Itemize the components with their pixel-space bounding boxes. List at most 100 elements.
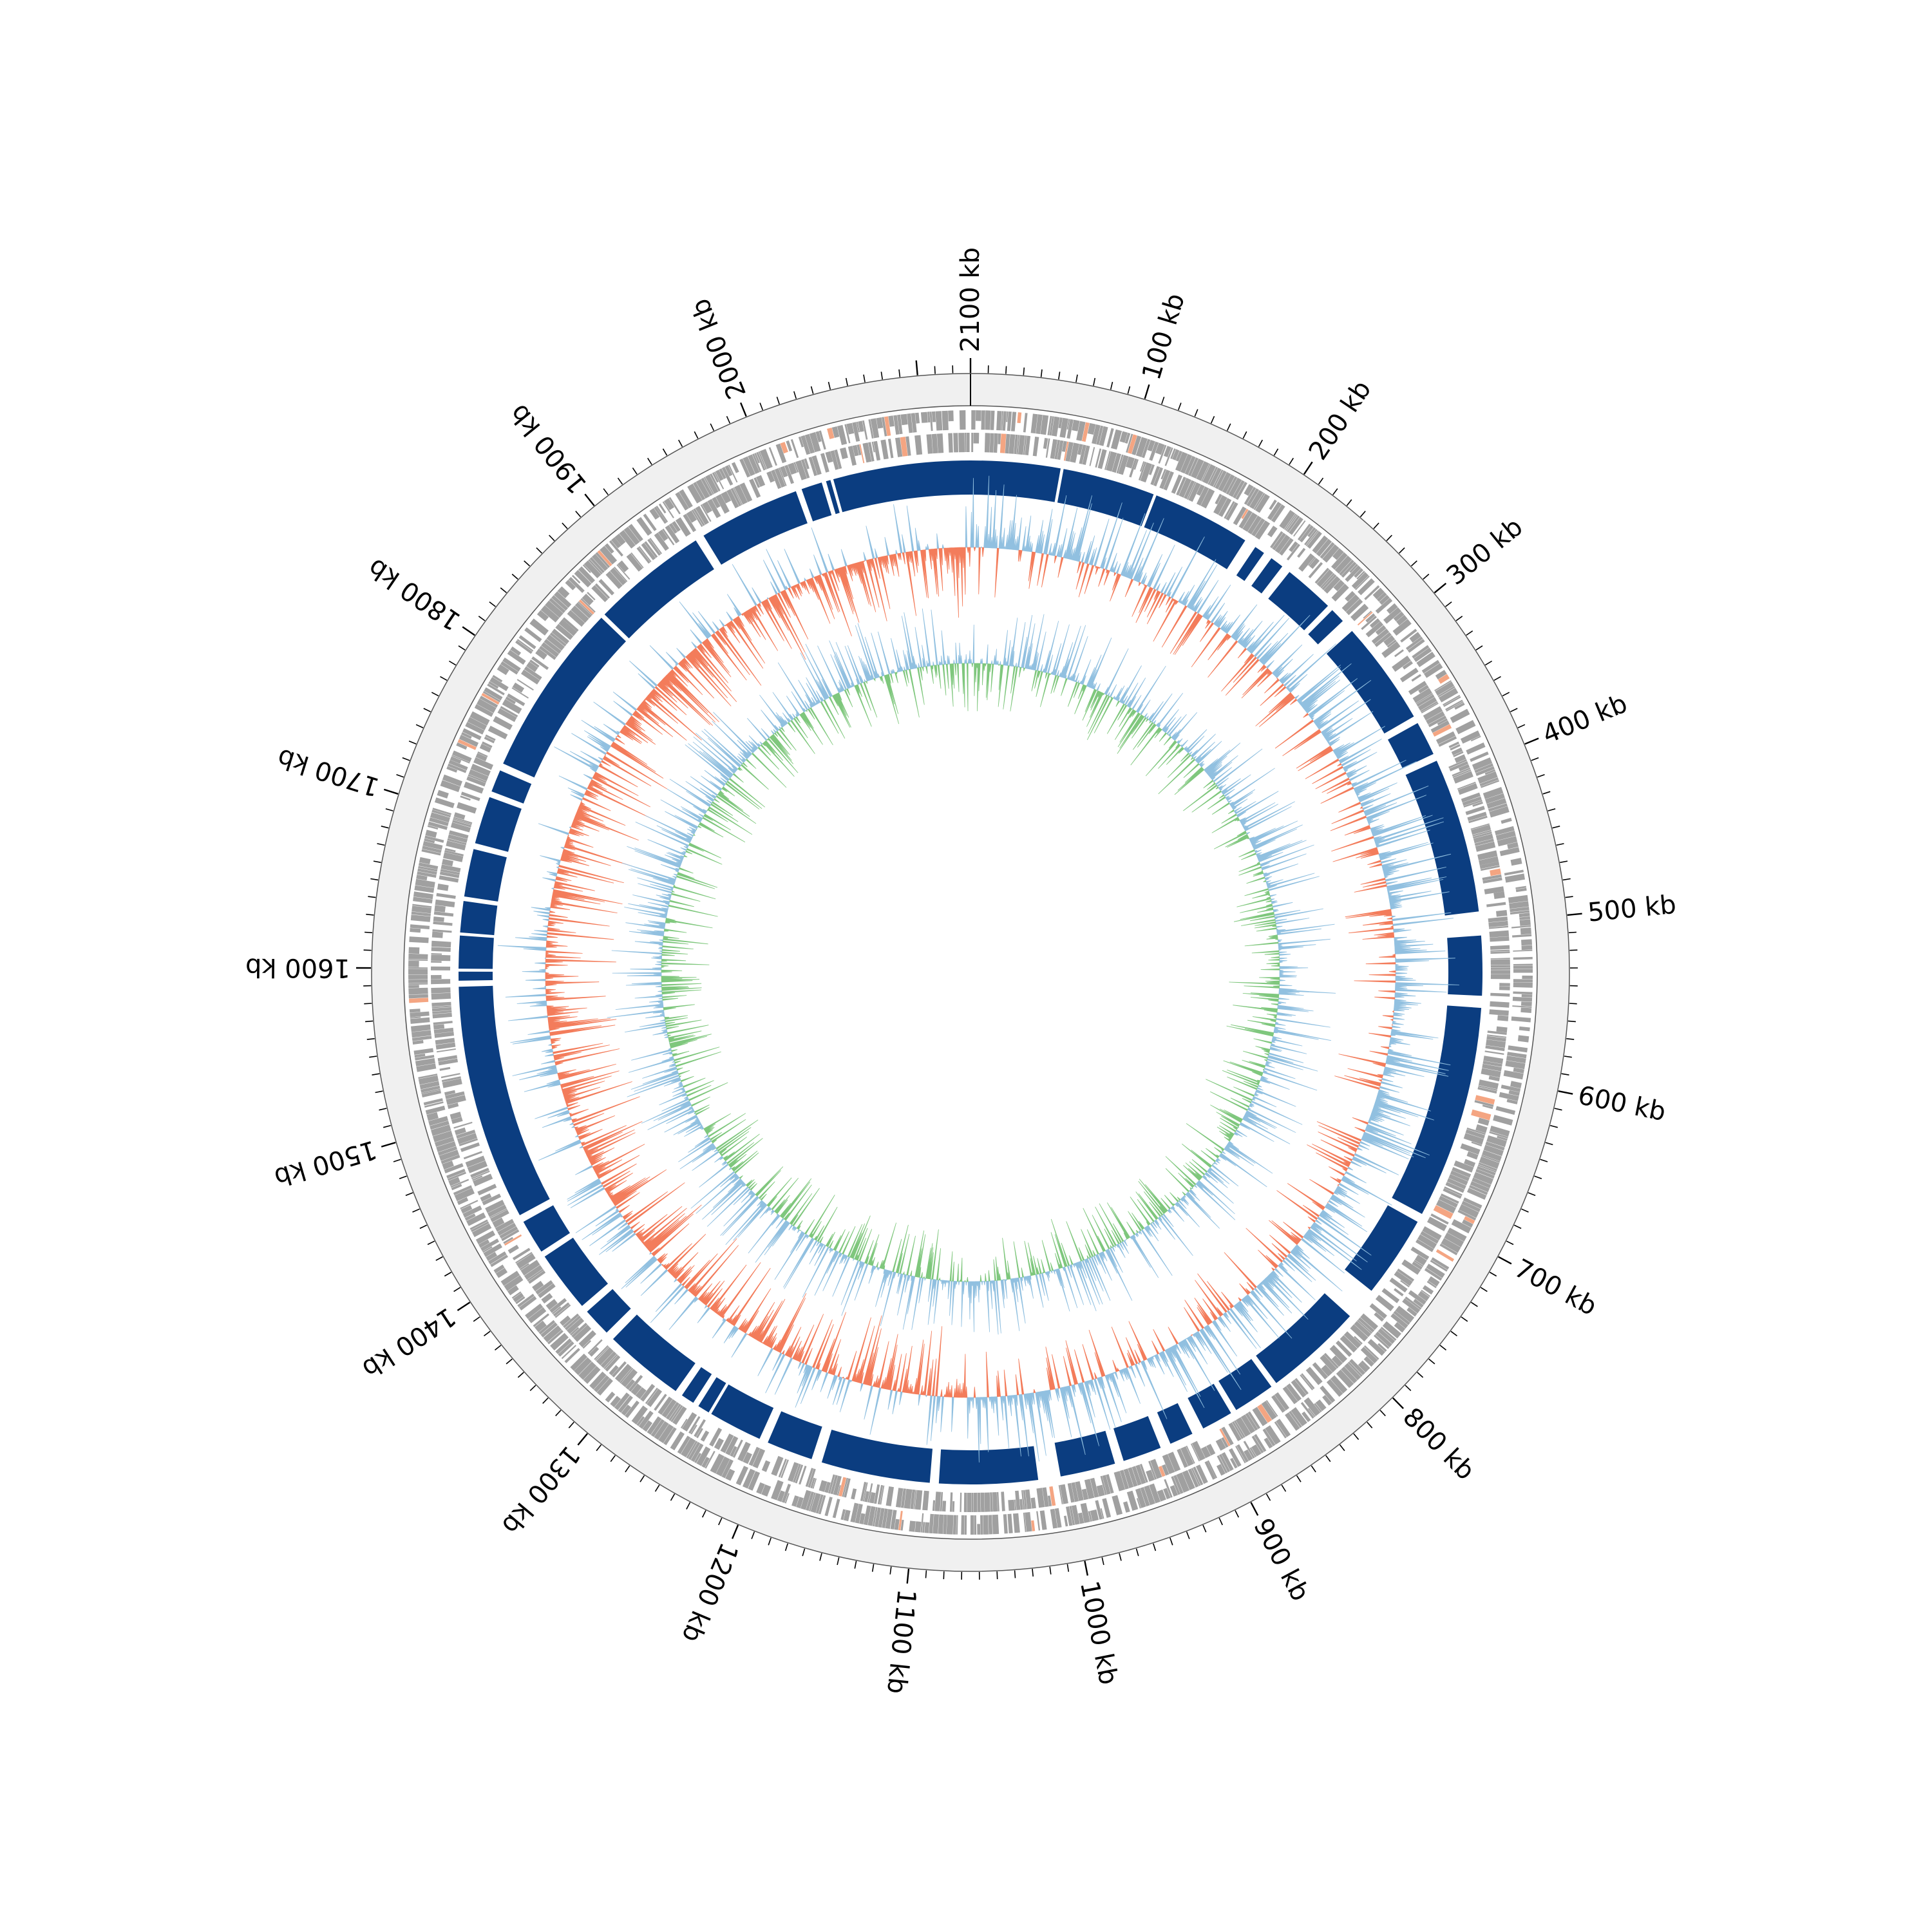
gene-feature xyxy=(663,498,675,511)
gene-feature xyxy=(507,1244,519,1254)
homology-block xyxy=(587,1289,631,1333)
gene-feature xyxy=(485,1200,505,1213)
gene-feature xyxy=(1446,1178,1466,1189)
gene-feature xyxy=(649,507,660,520)
gene-feature xyxy=(959,410,966,430)
gene-feature xyxy=(618,1395,633,1413)
gene-feature xyxy=(774,468,786,488)
gene-feature xyxy=(784,464,794,484)
gene-feature xyxy=(447,838,467,846)
gene-feature xyxy=(1123,1468,1134,1488)
gene-feature xyxy=(1049,416,1054,436)
minor-tick xyxy=(996,1571,998,1580)
gene-feature xyxy=(460,1200,478,1209)
tick-label: 300 kb xyxy=(1441,512,1529,591)
gene-feature xyxy=(1163,471,1174,491)
minor-tick xyxy=(405,1192,413,1197)
gene-feature xyxy=(1218,498,1232,517)
gene-feature xyxy=(513,1293,524,1303)
gene-feature xyxy=(690,1443,704,1463)
gene-feature xyxy=(1235,1417,1251,1437)
gene-feature xyxy=(554,1304,571,1318)
gene-feature xyxy=(1001,1492,1005,1511)
minor-tick xyxy=(632,467,638,475)
gene-feature xyxy=(1435,670,1447,680)
gene-feature xyxy=(424,835,444,843)
gene-feature xyxy=(985,410,991,430)
gene-feature xyxy=(1472,1177,1492,1189)
minor-tick xyxy=(458,645,466,650)
gene-feature xyxy=(1454,702,1465,710)
gene-feature xyxy=(1354,1321,1372,1338)
minor-tick xyxy=(610,1455,616,1463)
gene-feature xyxy=(596,1378,613,1396)
gene-feature xyxy=(1184,480,1195,499)
gene-feature xyxy=(696,1446,711,1466)
gene-feature xyxy=(749,478,761,498)
gene-feature xyxy=(1100,1508,1104,1519)
gene-feature xyxy=(949,1492,953,1512)
gene-feature xyxy=(808,1468,816,1488)
gene-feature xyxy=(1478,1162,1497,1171)
minor-tick xyxy=(1405,1385,1412,1391)
minor-tick xyxy=(1049,1566,1052,1575)
minor-tick xyxy=(444,1271,452,1277)
gene-feature xyxy=(1095,1500,1103,1520)
gene-feature xyxy=(960,1492,962,1512)
minor-tick xyxy=(1386,535,1392,542)
gene-feature xyxy=(1126,1490,1139,1511)
gene-feature xyxy=(481,692,500,705)
minor-tick xyxy=(828,381,831,390)
gene-feature xyxy=(1358,1362,1368,1373)
gene-feature xyxy=(1354,568,1363,578)
minor-tick xyxy=(473,1316,480,1322)
gene-feature xyxy=(431,947,451,952)
gene-feature xyxy=(1312,1362,1329,1379)
gene-feature xyxy=(1132,1466,1142,1486)
gene-feature xyxy=(1504,873,1525,883)
minor-tick xyxy=(837,1557,840,1566)
minor-tick xyxy=(603,488,609,495)
gene-feature xyxy=(1482,1061,1502,1067)
gene-feature xyxy=(456,1130,476,1139)
gene-feature xyxy=(1128,1467,1138,1487)
gene-feature xyxy=(1471,824,1492,835)
major-tick xyxy=(1084,1560,1088,1576)
gene-feature xyxy=(1215,493,1222,505)
gene-feature xyxy=(1246,488,1260,507)
gene-feature xyxy=(1462,796,1482,806)
minor-tick xyxy=(1273,448,1279,456)
gene-feature xyxy=(1090,1509,1099,1522)
gene-feature xyxy=(1170,448,1176,459)
gene-feature xyxy=(593,1375,610,1392)
gene-feature xyxy=(907,413,913,433)
gene-feature xyxy=(441,1076,461,1083)
gene-feature xyxy=(1471,1109,1492,1121)
gene-feature xyxy=(605,1391,616,1403)
gene-feature xyxy=(862,420,868,440)
gene-feature xyxy=(1369,618,1381,629)
gene-feature xyxy=(1416,1239,1434,1253)
gene-feature xyxy=(1411,674,1422,682)
gene-feature xyxy=(780,466,788,478)
gene-feature xyxy=(1454,754,1466,763)
gene-feature xyxy=(616,564,630,580)
gene-feature xyxy=(620,1367,634,1384)
minor-tick xyxy=(529,1385,536,1391)
gene-feature xyxy=(1490,936,1510,942)
gene-feature xyxy=(605,571,623,589)
gene-feature xyxy=(411,1024,431,1032)
gene-feature xyxy=(618,560,629,573)
gene-feature xyxy=(1479,777,1499,787)
gene-feature xyxy=(555,623,574,640)
gene-feature xyxy=(1334,555,1352,574)
gene-feature xyxy=(790,439,799,459)
gene-feature xyxy=(1413,1298,1424,1308)
minor-tick xyxy=(1480,1287,1488,1293)
gene-feature xyxy=(588,559,603,574)
minor-tick xyxy=(1562,878,1571,881)
gene-feature xyxy=(445,1091,465,1099)
minor-tick xyxy=(863,374,866,383)
minor-tick xyxy=(1075,374,1078,383)
gene-feature xyxy=(726,489,739,509)
